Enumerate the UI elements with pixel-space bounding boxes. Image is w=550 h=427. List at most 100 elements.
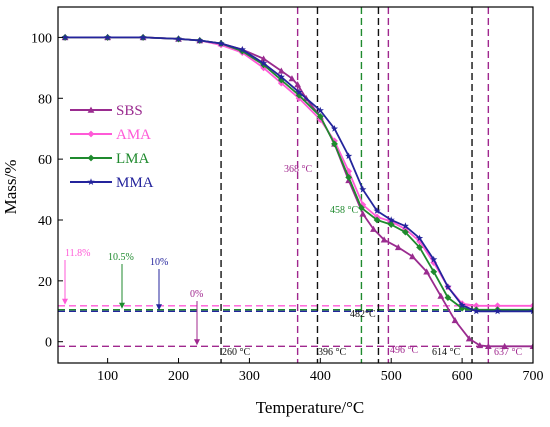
x-tick-label: 500: [381, 369, 402, 384]
legend-entry-lma: LMA: [70, 151, 150, 167]
data-point: [345, 152, 353, 160]
data-point: [458, 301, 466, 309]
axes: 100 200 300 400 500 600 700 0 20 40 60 80 100: [31, 6, 544, 384]
data-point: [501, 342, 509, 349]
data-point: [387, 221, 395, 228]
legend-marker: [87, 178, 95, 185]
data-point: [260, 59, 268, 67]
y-tick-label: 40: [38, 214, 52, 229]
annotations: 260 °C 368 °C 396 °C 458 °C 482°C 496 °C 614 °…: [62, 164, 522, 358]
hline-label: 10%: [150, 257, 168, 268]
data-point: [529, 342, 533, 349]
arrowhead: [194, 339, 200, 346]
data-point: [175, 35, 183, 42]
data-point: [444, 294, 452, 301]
y-tick-label: 0: [45, 336, 52, 351]
series-line-sbs: [65, 36, 533, 348]
x-tick-label: 300: [239, 369, 260, 384]
vline-label: 396 °C: [318, 347, 346, 358]
data-point: [472, 307, 480, 315]
data-point: [444, 283, 452, 290]
y-tick-label: 100: [31, 31, 52, 46]
data-point: [139, 33, 147, 41]
data-point: [260, 55, 267, 62]
x-tick-label: 400: [310, 369, 331, 384]
vline-label: 614 °C: [432, 347, 460, 358]
vline-label: 496 °C: [390, 345, 418, 356]
data-point: [387, 216, 395, 223]
data-point: [359, 210, 367, 217]
data-point: [294, 81, 302, 88]
arrowhead: [156, 304, 162, 311]
arrowhead: [119, 302, 125, 309]
hline-label: 0%: [190, 289, 203, 300]
y-tick-label: 80: [38, 92, 52, 107]
legend-marker: [87, 154, 95, 162]
data-point: [373, 216, 381, 224]
plot-frame: [57, 6, 534, 364]
vline-label: 260 °C: [222, 347, 250, 358]
data-point: [430, 255, 438, 263]
plot-area: [58, 7, 533, 363]
data-point: [465, 335, 473, 342]
data-point: [358, 204, 365, 212]
legend-entry-mma: MMA: [70, 175, 154, 191]
data-point: [423, 268, 431, 275]
legend-marker: [87, 106, 95, 113]
vline-label: 637 °C: [494, 347, 522, 358]
x-tick-label: 700: [523, 369, 544, 384]
data-point: [401, 222, 409, 230]
data-point: [196, 36, 204, 44]
data-point: [331, 140, 338, 148]
legend: SBS AMA LMA MMA: [70, 103, 154, 191]
series-line-mma: [65, 36, 533, 313]
data-point: [61, 33, 69, 41]
data-point: [295, 88, 303, 96]
legend-label: AMA: [116, 127, 151, 143]
data-point: [380, 236, 388, 243]
y-tick-label: 20: [38, 275, 52, 290]
data-point: [472, 302, 480, 310]
legend-entry-ama: AMA: [70, 127, 151, 143]
legend-entry-sbs: SBS: [70, 103, 143, 119]
series-mma: [61, 33, 533, 315]
data-point: [451, 317, 459, 324]
data-point: [394, 243, 402, 251]
legend-label: SBS: [116, 103, 143, 119]
data-point: [288, 75, 296, 82]
data-point: [494, 302, 501, 310]
data-point: [316, 113, 324, 120]
x-tick-label: 100: [97, 369, 118, 384]
data-point: [529, 307, 533, 315]
legend-marker: [87, 130, 95, 138]
legend-label: LMA: [116, 151, 150, 167]
data-point: [416, 243, 423, 251]
vline-label: 482°C: [350, 309, 376, 320]
data-point: [330, 125, 338, 132]
vline-label: 368 °C: [284, 164, 312, 175]
vline-label: 458 °C: [330, 205, 358, 216]
arrowhead: [62, 298, 68, 305]
data-point: [370, 225, 377, 232]
data-point: [494, 307, 502, 315]
data-point: [437, 292, 445, 299]
data-point: [373, 207, 381, 214]
data-point: [401, 228, 409, 236]
data-point: [430, 268, 438, 276]
data-point: [484, 342, 492, 349]
data-point: [316, 106, 324, 114]
x-axis-title: Temperature/°C: [256, 398, 365, 417]
series-sbs: [61, 34, 533, 349]
data-point: [277, 67, 285, 74]
data-point: [217, 39, 225, 47]
x-tick-label: 200: [168, 369, 189, 384]
data-point: [409, 253, 416, 260]
data-point: [277, 73, 285, 80]
hline-label: 11.8%: [65, 248, 90, 259]
y-tick-label: 60: [38, 153, 52, 168]
x-tick-label: 600: [452, 369, 473, 384]
y-axis-title: Mass/%: [1, 160, 20, 215]
data-point: [416, 234, 424, 242]
data-point: [104, 33, 112, 41]
